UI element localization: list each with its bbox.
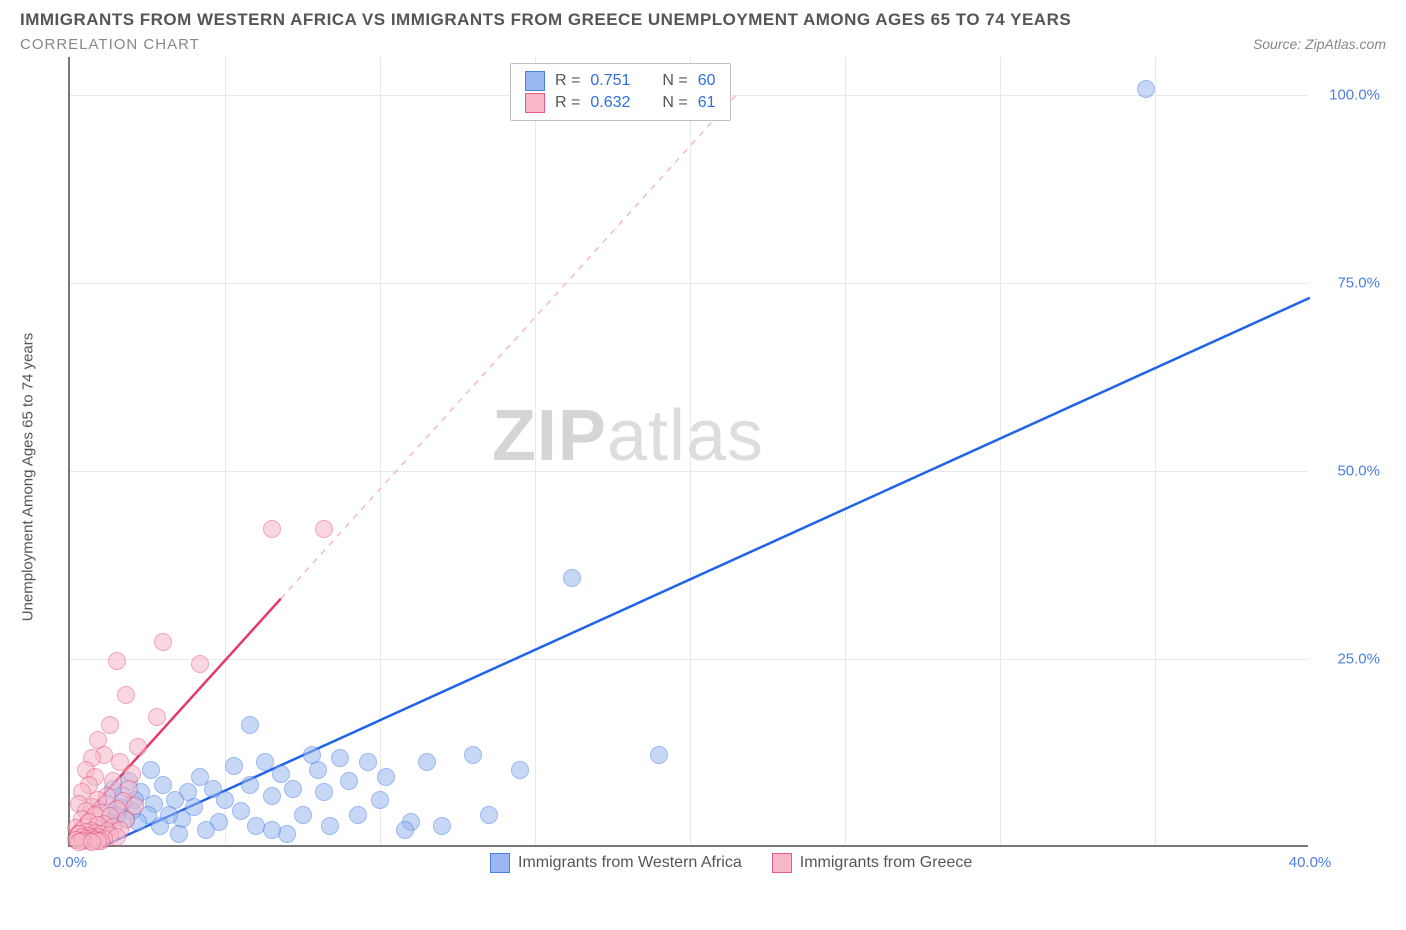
gridline-v [1155,57,1156,845]
r-value: 0.632 [590,92,630,114]
scatter-point-western_africa [241,776,259,794]
scatter-point-western_africa [232,802,250,820]
n-label: N = [662,92,687,114]
scatter-point-western_africa [197,821,215,839]
scatter-point-western_africa [256,753,274,771]
scatter-point-western_africa [321,817,339,835]
page-subtitle: CORRELATION CHART [20,36,200,53]
scatter-point-western_africa [272,765,290,783]
plot-area: 25.0%50.0%75.0%100.0%0.0%40.0%ZIPatlasR … [68,57,1308,847]
scatter-point-greece [191,655,209,673]
page-title: IMMIGRANTS FROM WESTERN AFRICA VS IMMIGR… [20,10,1386,30]
scatter-point-greece [101,716,119,734]
scatter-point-western_africa [396,821,414,839]
xtick-label: 0.0% [53,854,87,871]
scatter-point-western_africa [315,783,333,801]
scatter-point-western_africa [142,761,160,779]
n-value: 61 [698,92,716,114]
scatter-point-western_africa [263,821,281,839]
gridline-h [70,471,1308,472]
ytick-label: 50.0% [1337,462,1380,479]
legend-swatch-icon [772,853,792,873]
scatter-point-western_africa [340,772,358,790]
series-legend-item: Immigrants from Greece [772,853,972,873]
gridline-v [690,57,691,845]
gridline-v [225,57,226,845]
gridline-v [845,57,846,845]
ytick-label: 75.0% [1337,274,1380,291]
ytick-label: 25.0% [1337,650,1380,667]
scatter-point-western_africa [284,780,302,798]
gridline-v [1000,57,1001,845]
watermark: ZIPatlas [492,395,764,477]
correlation-chart: Unemployment Among Ages 65 to 74 years 2… [20,57,1386,897]
gridline-h [70,283,1308,284]
source-name: ZipAtlas.com [1305,36,1386,52]
subtitle-row: CORRELATION CHART Source: ZipAtlas.com [20,36,1386,53]
scatter-point-western_africa [1137,80,1155,98]
scatter-point-western_africa [359,753,377,771]
scatter-point-western_africa [225,757,243,775]
legend-swatch-icon [490,853,510,873]
series-legend-item: Immigrants from Western Africa [490,853,742,873]
gridline-h [70,659,1308,660]
scatter-point-greece [148,708,166,726]
scatter-point-greece [315,520,333,538]
scatter-point-western_africa [377,768,395,786]
scatter-point-western_africa [433,817,451,835]
scatter-point-western_africa [154,776,172,794]
gridline-v [535,57,536,845]
series-legend-label: Immigrants from Greece [800,854,972,872]
scatter-point-western_africa [241,716,259,734]
n-value: 60 [698,70,716,92]
scatter-point-western_africa [278,825,296,843]
ytick-label: 100.0% [1329,86,1380,103]
scatter-point-greece [154,633,172,651]
r-value: 0.751 [590,70,630,92]
scatter-point-western_africa [349,806,367,824]
scatter-point-western_africa [464,746,482,764]
scatter-point-western_africa [418,753,436,771]
scatter-point-western_africa [191,768,209,786]
scatter-point-western_africa [480,806,498,824]
scatter-point-western_africa [563,569,581,587]
scatter-point-greece [117,686,135,704]
legend-swatch-icon [525,93,545,113]
stats-legend: R = 0.751 N = 60 R = 0.632 N = 61 [510,63,731,121]
y-axis-label: Unemployment Among Ages 65 to 74 years [20,333,37,622]
scatter-point-western_africa [650,746,668,764]
r-label: R = [555,92,580,114]
stats-legend-row: R = 0.632 N = 61 [525,92,716,114]
r-label: R = [555,70,580,92]
stats-legend-row: R = 0.751 N = 60 [525,70,716,92]
scatter-point-western_africa [303,746,321,764]
scatter-point-western_africa [294,806,312,824]
scatter-point-western_africa [371,791,389,809]
source-credit: Source: ZipAtlas.com [1253,36,1386,52]
scatter-point-greece [129,738,147,756]
gridline-v [380,57,381,845]
scatter-point-greece [108,652,126,670]
xtick-label: 40.0% [1289,854,1332,871]
series-legend: Immigrants from Western Africa Immigrants… [490,853,972,873]
legend-swatch-icon [525,71,545,91]
scatter-point-western_africa [263,787,281,805]
n-label: N = [662,70,687,92]
scatter-point-western_africa [511,761,529,779]
source-label: Source: [1253,36,1301,52]
scatter-point-western_africa [331,749,349,767]
scatter-point-greece [263,520,281,538]
scatter-point-western_africa [170,825,188,843]
series-legend-label: Immigrants from Western Africa [518,854,742,872]
header: IMMIGRANTS FROM WESTERN AFRICA VS IMMIGR… [20,10,1386,53]
scatter-point-greece [83,833,101,851]
